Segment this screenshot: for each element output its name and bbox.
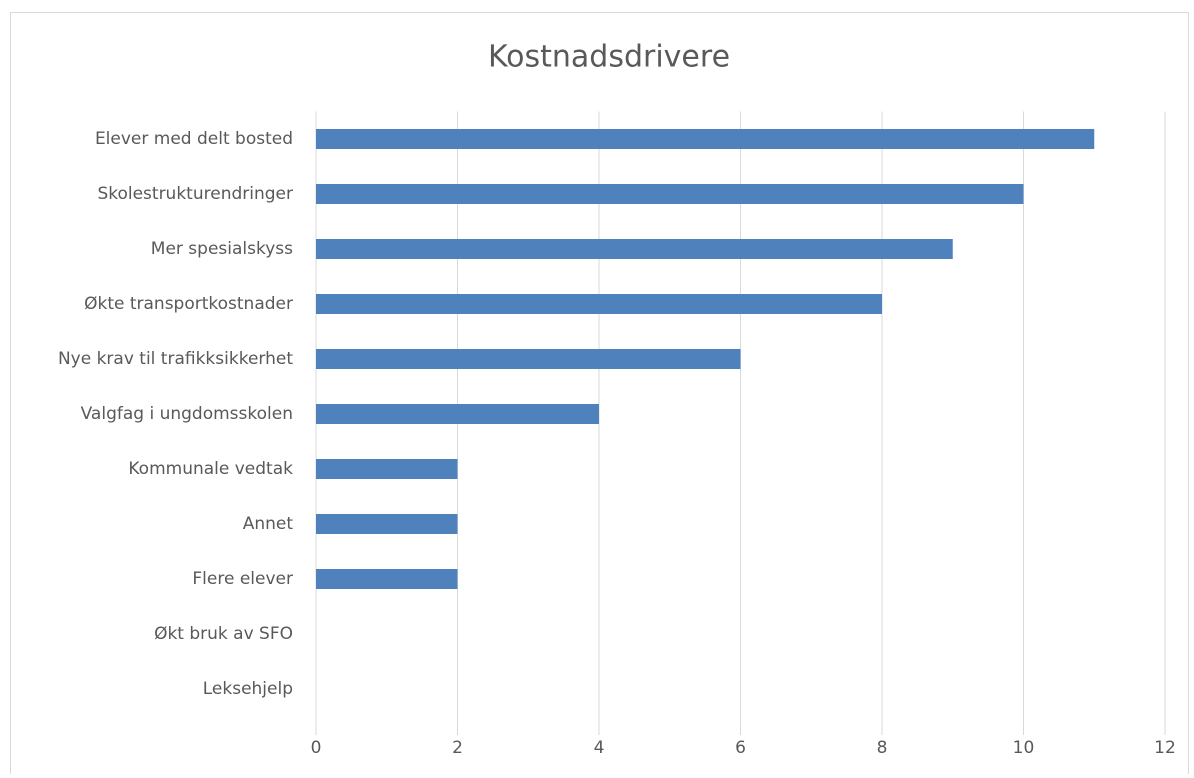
x-tick-label: 8 (877, 738, 888, 758)
x-tick-label: 4 (594, 738, 605, 758)
y-tick-label: Skolestrukturendringer (97, 184, 293, 204)
y-tick-label: Valgfag i ungdomsskolen (81, 404, 293, 424)
bar (316, 459, 458, 479)
y-tick-label: Leksehjelp (203, 679, 293, 699)
x-tick-label: 0 (311, 738, 322, 758)
bar (316, 294, 882, 314)
y-tick-label: Flere elever (192, 569, 293, 589)
y-tick-label: Økte transportkostnader (84, 294, 293, 314)
bar (316, 514, 458, 534)
y-tick-label: Kommunale vedtak (128, 459, 293, 479)
y-tick-label: Mer spesialskyss (151, 239, 293, 259)
y-tick-label: Økt bruk av SFO (154, 624, 293, 644)
x-tick-label: 10 (1013, 738, 1035, 758)
bar (316, 184, 1024, 204)
bar (316, 349, 741, 369)
x-tick-label: 12 (1154, 738, 1176, 758)
y-tick-label: Elever med delt bosted (95, 129, 293, 149)
y-tick-label: Nye krav til trafikksikkerhet (58, 349, 293, 369)
x-tick-label: 2 (452, 738, 463, 758)
bar (316, 239, 953, 259)
bar (316, 404, 599, 424)
bar (316, 569, 458, 589)
x-tick-label: 6 (735, 738, 746, 758)
bar (316, 129, 1095, 149)
chart-title: Kostnadsdrivere (488, 40, 730, 75)
y-tick-label: Annet (243, 514, 294, 534)
